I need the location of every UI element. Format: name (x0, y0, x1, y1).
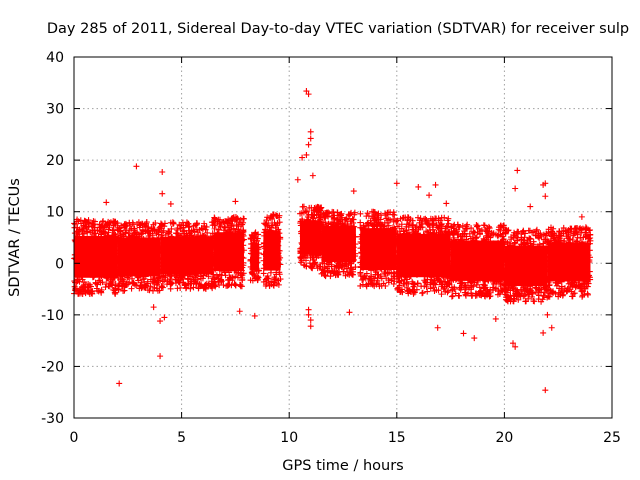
outlier-point (305, 311, 312, 318)
data-series-sdtvar (71, 88, 594, 394)
outlier-point (514, 167, 521, 174)
y-tick-label: -20 (41, 359, 64, 375)
outlier-point (426, 192, 433, 199)
outlier-point (492, 315, 499, 322)
dense-band (501, 226, 551, 305)
outlier-point (232, 198, 239, 205)
dense-band (544, 224, 594, 300)
outlier-point (471, 335, 478, 342)
dense-band (447, 221, 508, 300)
outlier-point (307, 317, 314, 324)
x-tick-label: 0 (70, 430, 79, 446)
dense-band (114, 219, 163, 294)
outlier-point (544, 311, 551, 318)
dense-band (297, 203, 325, 272)
outlier-point (305, 91, 312, 98)
outlier-point (305, 141, 312, 148)
dense-band (71, 216, 120, 298)
outlier-point (305, 306, 312, 313)
y-axis-label: SDTVAR / TECUs (7, 178, 23, 297)
outlier-point (303, 151, 310, 158)
outlier-point (578, 213, 585, 220)
outlier-point (393, 180, 400, 187)
outlier-point (236, 308, 243, 315)
outlier-point (157, 318, 164, 325)
x-tick-label: 20 (495, 430, 513, 446)
outlier-point (299, 154, 306, 161)
outlier-point (432, 181, 439, 188)
outlier-point (251, 312, 258, 319)
outlier-point (116, 380, 123, 387)
outlier-point (346, 309, 353, 316)
outlier-point (103, 199, 110, 206)
axes: 0 5 10 15 20 25 -30 -20 -10 0 10 20 30 40 (41, 50, 621, 446)
outlier-point (460, 330, 467, 337)
x-axis-label: GPS time / hours (282, 458, 403, 474)
outlier-point (159, 169, 166, 176)
outlier-point (542, 193, 549, 200)
outlier-point (294, 176, 301, 183)
plot-frame (73, 56, 613, 419)
dense-band (357, 208, 400, 290)
outlier-point (415, 183, 422, 190)
outlier-point (159, 190, 166, 197)
y-tick-label: -30 (41, 411, 64, 427)
outlier-point (167, 200, 174, 207)
outlier-point (307, 128, 314, 135)
outlier-point (527, 203, 534, 210)
outlier-point (542, 387, 549, 394)
dense-band (247, 229, 263, 284)
y-tick-label: -10 (41, 308, 64, 324)
x-tick-label: 5 (177, 430, 186, 446)
outlier-point (309, 172, 316, 179)
y-tick-label: 20 (46, 153, 64, 169)
y-tick-label: 10 (46, 205, 64, 221)
x-tick-label: 10 (280, 430, 298, 446)
dense-band (393, 214, 454, 298)
y-tick-label: 0 (55, 256, 64, 272)
outlier-point (157, 353, 164, 360)
dense-band (157, 219, 217, 292)
x-tick-label: 25 (603, 430, 621, 446)
outlier-point (512, 343, 519, 350)
outlier-point (161, 314, 168, 321)
y-tick-label: 40 (46, 50, 64, 66)
outlier-point (443, 200, 450, 207)
outlier-point (350, 188, 357, 195)
dense-band (260, 211, 284, 289)
dense-band (318, 208, 359, 280)
outlier-point (133, 163, 140, 170)
outlier-point (307, 135, 314, 142)
x-tick-label: 15 (388, 430, 406, 446)
y-tick-label: 30 (46, 102, 64, 118)
outlier-point (434, 324, 441, 331)
outlier-point (548, 324, 555, 331)
outlier-point (303, 88, 310, 95)
outlier-point (540, 329, 547, 336)
outlier-point (510, 340, 517, 347)
outlier-point (512, 185, 519, 192)
dense-band (210, 214, 247, 290)
outlier-point (307, 323, 314, 330)
chart-title: Day 285 of 2011, Sidereal Day-to-day VTE… (47, 21, 629, 37)
outlier-point (150, 304, 157, 311)
outlier-point (540, 181, 547, 188)
